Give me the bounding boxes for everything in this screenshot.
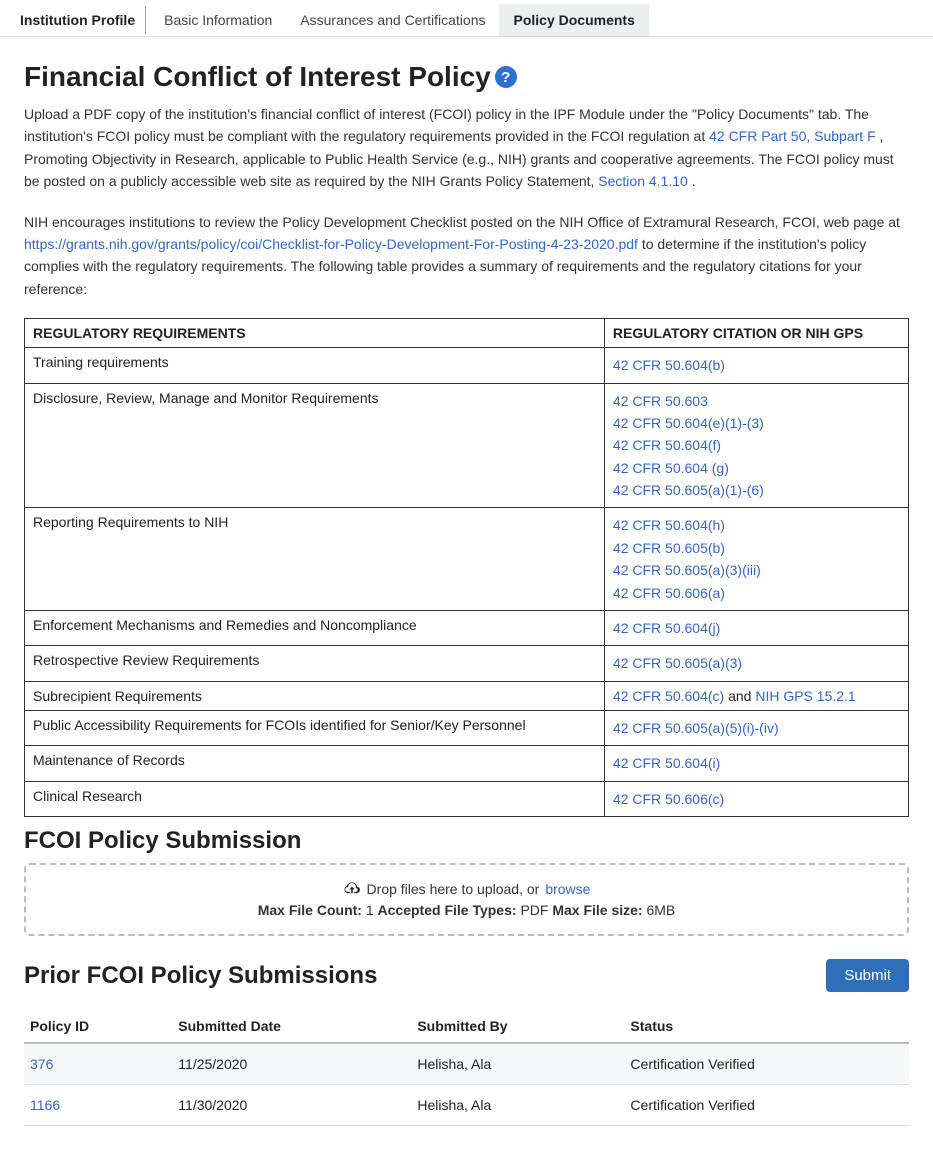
table-row: Disclosure, Review, Manage and Monitor R… xyxy=(25,383,909,508)
submitted-date: 11/30/2020 xyxy=(172,1084,411,1125)
citation-link[interactable]: 42 CFR 50.603 xyxy=(613,393,708,409)
table-row: Enforcement Mechanisms and Remedies and … xyxy=(25,611,909,646)
citation-link[interactable]: 42 CFR 50.604 (g) xyxy=(613,460,729,476)
tab-bar: Institution Profile Basic InformationAss… xyxy=(0,0,933,37)
file-dropzone[interactable]: Drop files here to upload, or browse Max… xyxy=(24,863,909,936)
dropzone-line2: Max File Count: 1 Accepted File Types: P… xyxy=(36,902,897,918)
section-link[interactable]: Section 4.1.10 xyxy=(598,173,688,189)
reg-header-req: Regulatory Requirements xyxy=(25,319,605,348)
intro-paragraph-1: Upload a PDF copy of the institution's f… xyxy=(24,103,909,193)
reg-citation: 42 CFR 50.603 42 CFR 50.604(e)(1)-(3) 42 C… xyxy=(604,383,908,508)
max-size-value: 6MB xyxy=(646,902,675,918)
citation-link[interactable]: 42 CFR 50.605(b) xyxy=(613,540,725,556)
cloud-upload-icon xyxy=(343,881,361,898)
max-size-label: Max File size: xyxy=(552,902,642,918)
submission-status: Certification Verified xyxy=(624,1084,909,1125)
citation-link[interactable]: 42 CFR 50.604(i) xyxy=(613,755,720,771)
intro-text: . xyxy=(692,173,696,189)
reg-citation: 42 CFR 50.604(i) xyxy=(604,746,908,781)
table-row: Public Accessibility Requirements for FC… xyxy=(25,710,909,745)
reg-requirement: Subrecipient Requirements xyxy=(25,681,605,710)
help-icon[interactable]: ? xyxy=(495,66,517,88)
tab-basic-information[interactable]: Basic Information xyxy=(150,4,286,36)
col-status: Status xyxy=(624,1010,909,1043)
checklist-link[interactable]: https://grants.nih.gov/grants/policy/coi… xyxy=(24,236,638,252)
types-label: Accepted File Types: xyxy=(378,902,517,918)
policy-id-link[interactable]: 376 xyxy=(30,1056,53,1072)
table-row: Maintenance of Records 42 CFR 50.604(i) xyxy=(25,746,909,781)
cfr-link[interactable]: 42 CFR Part 50, Subpart F xyxy=(709,128,876,144)
reg-requirement: Disclosure, Review, Manage and Monitor R… xyxy=(25,383,605,508)
reg-citation: 42 CFR 50.606(c) xyxy=(604,781,908,816)
reg-citation: 42 CFR 50.604(h) 42 CFR 50.605(b) 42 CFR 5… xyxy=(604,508,908,611)
page-title-text: Financial Conflict of Interest Policy xyxy=(24,61,491,93)
reg-requirement: Retrospective Review Requirements xyxy=(25,646,605,681)
citation-link[interactable]: 42 CFR 50.606(c) xyxy=(613,791,724,807)
reg-requirement: Maintenance of Records xyxy=(25,746,605,781)
col-policy-id: Policy ID xyxy=(24,1010,172,1043)
page-title: Financial Conflict of Interest Policy ? xyxy=(24,61,909,93)
submission-row: 1166 11/30/2020Helisha, AlaCertification … xyxy=(24,1084,909,1125)
submitted-by: Helisha, Ala xyxy=(411,1043,624,1085)
tab-assurances-and-certifications[interactable]: Assurances and Certifications xyxy=(286,4,499,36)
browse-link[interactable]: browse xyxy=(545,881,590,897)
submit-button[interactable]: Submit xyxy=(826,959,909,992)
main-content: Financial Conflict of Interest Policy ? … xyxy=(0,37,933,1150)
citation-link[interactable]: 42 CFR 50.604(c) xyxy=(613,688,724,704)
reg-citation: 42 CFR 50.605(a)(3) xyxy=(604,646,908,681)
table-row: Training requirements 42 CFR 50.604(b) xyxy=(25,348,909,383)
max-count-label: Max File Count: xyxy=(258,902,362,918)
col-submitted-date: Submitted Date xyxy=(172,1010,411,1043)
citation-link[interactable]: 42 CFR 50.604(e)(1)-(3) xyxy=(613,415,764,431)
reg-requirement: Reporting Requirements to NIH xyxy=(25,508,605,611)
citation-link[interactable]: 42 CFR 50.604(h) xyxy=(613,517,725,533)
dropzone-text: Drop files here to upload, or xyxy=(367,881,540,897)
table-row: Reporting Requirements to NIH42 CFR 50.6… xyxy=(25,508,909,611)
citation-link[interactable]: 42 CFR 50.605(a)(3) xyxy=(613,655,742,671)
reg-citation: 42 CFR 50.605(a)(5)(i)-(iv) xyxy=(604,710,908,745)
table-row: Subrecipient Requirements42 CFR 50.604(c… xyxy=(25,681,909,710)
reg-requirement: Public Accessibility Requirements for FC… xyxy=(25,710,605,745)
submitted-date: 11/25/2020 xyxy=(172,1043,411,1085)
reg-citation: 42 CFR 50.604(j) xyxy=(604,611,908,646)
regulatory-table: Regulatory Requirements Regulatory Citat… xyxy=(24,318,909,817)
reg-citation: 42 CFR 50.604(c) and NIH GPS 15.2.1 xyxy=(604,681,908,710)
intro-paragraph-2: NIH encourages institutions to review th… xyxy=(24,211,909,301)
citation-link[interactable]: NIH GPS 15.2.1 xyxy=(755,688,855,704)
tab-policy-documents[interactable]: Policy Documents xyxy=(499,4,648,36)
prior-submissions-table: Policy ID Submitted Date Submitted By St… xyxy=(24,1010,909,1126)
submitted-by: Helisha, Ala xyxy=(411,1084,624,1125)
fcoi-submission-title: FCOI Policy Submission xyxy=(24,827,909,855)
citation-link[interactable]: 42 CFR 50.605(a)(1)-(6) xyxy=(613,482,764,498)
reg-citation: 42 CFR 50.604(b) xyxy=(604,348,908,383)
reg-requirement: Clinical Research xyxy=(25,781,605,816)
submission-row: 376 11/25/2020Helisha, AlaCertification V… xyxy=(24,1043,909,1085)
policy-id-link[interactable]: 1166 xyxy=(30,1097,60,1113)
reg-requirement: Training requirements xyxy=(25,348,605,383)
citation-link[interactable]: 42 CFR 50.604(j) xyxy=(613,620,720,636)
max-count-value: 1 xyxy=(366,902,374,918)
citation-link[interactable]: 42 CFR 50.605(a)(5)(i)-(iv) xyxy=(613,720,779,736)
prior-submissions-header: Prior FCOI Policy Submissions Submit xyxy=(24,954,909,998)
dropzone-line1: Drop files here to upload, or browse xyxy=(36,881,897,898)
intro2-text: NIH encourages institutions to review th… xyxy=(24,214,900,230)
citation-link[interactable]: 42 CFR 50.604(f) xyxy=(613,437,721,453)
reg-requirement: Enforcement Mechanisms and Remedies and … xyxy=(25,611,605,646)
submission-status: Certification Verified xyxy=(624,1043,909,1085)
reg-header-cite: Regulatory Citation or NIH GPS xyxy=(604,319,908,348)
citation-link[interactable]: 42 CFR 50.604(b) xyxy=(613,357,725,373)
prior-submissions-title: Prior FCOI Policy Submissions xyxy=(24,962,377,990)
col-submitted-by: Submitted By xyxy=(411,1010,624,1043)
table-row: Retrospective Review Requirements 42 CFR … xyxy=(25,646,909,681)
types-value: PDF xyxy=(520,902,548,918)
citation-link[interactable]: 42 CFR 50.606(a) xyxy=(613,585,725,601)
citation-link[interactable]: 42 CFR 50.605(a)(3)(iii) xyxy=(613,562,761,578)
table-row: Clinical Research 42 CFR 50.606(c) xyxy=(25,781,909,816)
profile-title: Institution Profile xyxy=(10,6,146,34)
